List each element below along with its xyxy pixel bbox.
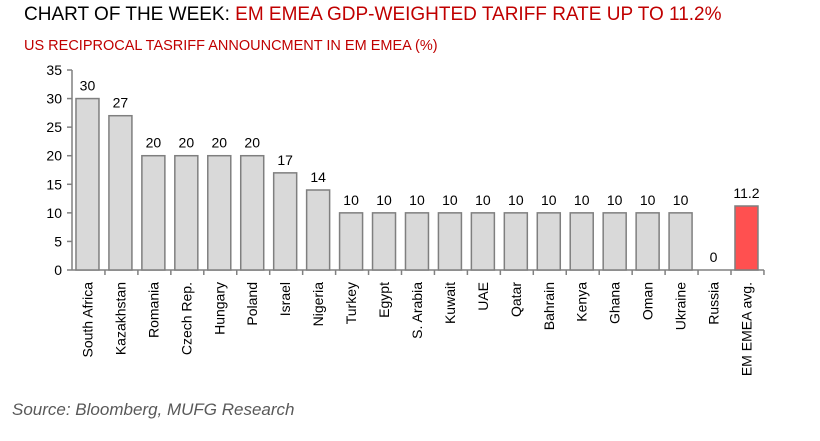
bar-czech-rep- — [174, 154, 199, 271]
x-tick-label: UAE — [475, 282, 491, 311]
x-tick-label: Oman — [640, 282, 656, 320]
title-prefix: CHART OF THE WEEK: — [24, 4, 236, 25]
x-tick-label: Egypt — [376, 282, 392, 318]
x-tick-label: Nigeria — [310, 282, 326, 327]
bar-hungary — [207, 154, 232, 271]
data-label: 10 — [673, 192, 689, 208]
x-tick-label: Ukraine — [673, 282, 689, 330]
x-tick-label: Kenya — [574, 282, 590, 322]
data-label: 0 — [710, 249, 718, 265]
bar-qatar — [503, 212, 529, 271]
x-tick-label: S. Arabia — [409, 282, 425, 339]
bar-romania — [141, 154, 166, 271]
bar-em-emea-avg- — [734, 205, 759, 271]
bar-bahrain — [536, 212, 562, 271]
data-label: 10 — [409, 192, 425, 208]
source-note: Source: Bloomberg, MUFG Research — [12, 400, 295, 419]
y-tick-label: 20 — [46, 148, 62, 164]
chart-title: CHART OF THE WEEK: EM EMEA GDP-WEIGHTED … — [24, 4, 722, 26]
data-label: 14 — [310, 169, 326, 185]
data-label: 20 — [146, 135, 162, 151]
y-tick-label: 10 — [46, 205, 62, 221]
data-label: 10 — [442, 192, 458, 208]
data-label: 20 — [179, 135, 195, 151]
y-tick-label: 0 — [54, 262, 62, 278]
x-tick-label: EM EMEA avg. — [738, 282, 754, 376]
title-main: EM EMEA GDP-WEIGHTED TARIFF RATE UP TO 1… — [235, 4, 722, 25]
bar-egypt — [371, 212, 397, 271]
y-tick-label: 5 — [54, 233, 62, 249]
x-tick-label: Romania — [145, 282, 161, 338]
data-label: 30 — [80, 78, 96, 94]
data-label: 10 — [574, 192, 590, 208]
bar-ukraine — [668, 212, 693, 271]
bar-s-arabia — [404, 212, 430, 271]
x-tick-label: Czech Rep. — [178, 282, 194, 355]
x-tick-label: South Africa — [79, 282, 95, 358]
x-tick-label: Hungary — [211, 282, 227, 335]
data-label: 20 — [244, 135, 260, 151]
bar-kuwait — [437, 212, 463, 271]
data-label: 27 — [113, 95, 129, 111]
data-label: 11.2 — [733, 185, 759, 201]
x-tick-label: Ghana — [607, 282, 623, 324]
data-label: 10 — [343, 192, 359, 208]
x-tick-label: Poland — [244, 282, 260, 326]
bar-uae — [470, 212, 496, 271]
y-tick-label: 15 — [46, 176, 62, 192]
data-label: 20 — [211, 135, 227, 151]
bar-israel — [272, 172, 298, 271]
bar-nigeria — [305, 189, 331, 271]
data-label: 10 — [541, 192, 557, 208]
bar-oman — [635, 212, 660, 271]
x-tick-label: Kuwait — [442, 282, 458, 324]
bar-kazakhstan — [108, 114, 133, 271]
bar-turkey — [338, 212, 364, 271]
x-tick-label: Russia — [706, 282, 722, 325]
data-label: 10 — [640, 192, 656, 208]
data-label: 10 — [475, 192, 491, 208]
x-tick-label: Qatar — [508, 282, 524, 317]
bar-ghana — [602, 212, 627, 271]
x-tick-label: Bahrain — [541, 282, 557, 330]
bar-kenya — [569, 212, 594, 271]
y-tick-label: 30 — [46, 91, 62, 107]
x-tick-label: Kazakhstan — [112, 282, 128, 355]
bar-south-africa — [75, 97, 100, 271]
y-tick-label: 25 — [46, 119, 62, 135]
chart-subtitle: US RECIPROCAL TASRIFF ANNOUNCMENT IN EM … — [24, 38, 438, 54]
data-label: 17 — [277, 152, 293, 168]
data-label: 10 — [508, 192, 524, 208]
x-tick-label: Turkey — [343, 282, 359, 324]
x-tick-label: Israel — [277, 282, 293, 316]
y-tick-label: 35 — [46, 62, 62, 78]
bar-poland — [239, 154, 265, 271]
data-label: 10 — [376, 192, 392, 208]
data-label: 10 — [607, 192, 623, 208]
